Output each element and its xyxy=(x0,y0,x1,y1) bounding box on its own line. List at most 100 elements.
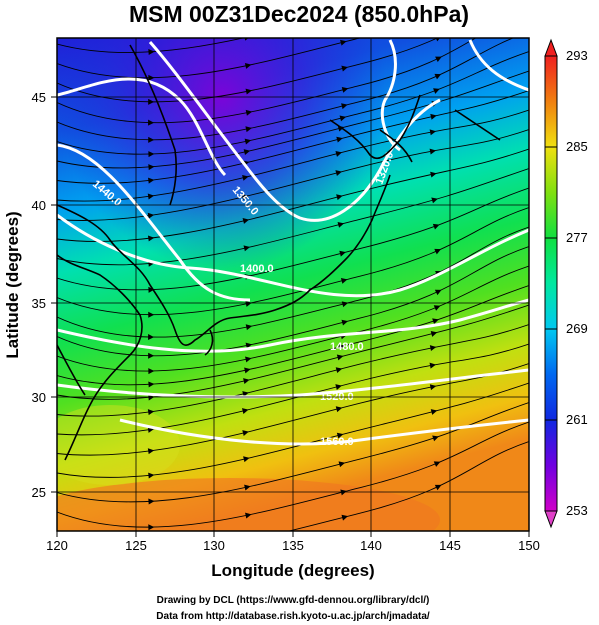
streamline xyxy=(57,324,529,417)
wind-arrow xyxy=(243,378,250,385)
wind-arrow xyxy=(434,248,442,255)
wind-arrow xyxy=(147,426,155,433)
coastline xyxy=(57,254,143,461)
wind-arrow xyxy=(148,498,155,505)
coastline xyxy=(129,44,177,206)
lat-lon-grid xyxy=(57,38,529,531)
x-tick-label: 145 xyxy=(439,538,461,553)
wind-arrow xyxy=(340,277,348,284)
wind-arrow xyxy=(147,193,155,200)
wind-arrow xyxy=(147,235,155,242)
wind-arrow xyxy=(429,129,437,136)
wind-arrow xyxy=(430,331,438,337)
wind-arrow xyxy=(246,537,253,544)
coastline xyxy=(329,94,421,160)
wind-arrow xyxy=(432,435,439,442)
wind-arrow xyxy=(148,311,155,318)
coastline xyxy=(57,344,86,396)
wind-arrow xyxy=(336,354,344,361)
coastline xyxy=(454,109,501,141)
coastline xyxy=(204,329,214,356)
streamline xyxy=(57,343,529,436)
wind-arrow xyxy=(242,174,249,181)
coastline xyxy=(57,174,391,346)
wind-arrow xyxy=(148,472,155,479)
wind-arrow xyxy=(338,344,346,351)
y-axis: 25 30 35 40 45 Latitude (degrees) xyxy=(3,90,57,500)
wind-arrow xyxy=(148,136,155,143)
x-tick-label: 150 xyxy=(518,538,540,553)
colorbar-upper-arrow xyxy=(544,38,558,57)
wind-arrow xyxy=(433,461,441,467)
colorbar-scale xyxy=(544,55,558,512)
wind-arrow xyxy=(336,136,343,143)
wind-arrow xyxy=(340,39,347,46)
wind-arrow xyxy=(429,345,437,352)
wind-arrow xyxy=(245,109,253,116)
wind-arrow xyxy=(340,489,347,496)
streamline xyxy=(57,148,529,242)
wind-arrow xyxy=(430,171,437,178)
wind-arrow xyxy=(435,56,442,63)
coastline xyxy=(379,129,413,163)
wind-arrow xyxy=(244,138,252,145)
streamline xyxy=(57,109,529,202)
wind-arrow xyxy=(148,352,155,359)
contour-line xyxy=(57,77,227,177)
wind-arrow xyxy=(339,115,347,122)
wind-arrow xyxy=(433,305,441,311)
wind-arrow xyxy=(434,289,442,296)
wind-arrow xyxy=(434,73,442,80)
chart-title: MSM 00Z31Dec2024 (850.0hPa) xyxy=(129,1,469,27)
colorbar-tick-label: 285 xyxy=(566,139,588,154)
contour-line xyxy=(148,41,441,222)
wind-arrow xyxy=(243,456,250,463)
wind-arrow xyxy=(148,119,155,126)
contour-line xyxy=(57,368,529,399)
wind-arrow xyxy=(244,484,251,491)
wind-arrow xyxy=(245,88,253,95)
credit-drawing: Drawing by DCL (https://www.gfd-dennou.o… xyxy=(157,595,430,606)
wind-arrow xyxy=(336,194,343,201)
y-tick-label: 30 xyxy=(32,390,46,405)
wind-arrow xyxy=(241,408,249,415)
wind-arrow xyxy=(338,461,346,468)
wind-arrow xyxy=(148,177,155,184)
contour-label: 1560.0 xyxy=(320,436,354,448)
colorbar-tick-label: 261 xyxy=(566,412,588,427)
streamline xyxy=(57,90,529,184)
wind-arrow xyxy=(430,113,437,120)
wind-arrow xyxy=(148,381,155,388)
wind-arrow xyxy=(245,356,252,363)
wind-arrow xyxy=(148,151,155,158)
y-tick-label: 35 xyxy=(32,296,46,311)
wind-arrow xyxy=(341,103,348,110)
wind-arrow xyxy=(148,334,155,341)
wind-arrow xyxy=(341,65,348,72)
wind-arrow xyxy=(148,164,155,171)
wind-arrow xyxy=(430,409,438,415)
wind-arrow xyxy=(429,384,437,391)
wind-arrow xyxy=(335,406,343,413)
colorbar-tick-label: 277 xyxy=(566,230,588,245)
wind-arrow xyxy=(243,245,251,252)
wind-arrow xyxy=(148,74,155,81)
streamline xyxy=(57,129,529,221)
contour-line xyxy=(468,39,529,92)
colorbar-tick-label: 253 xyxy=(566,503,588,518)
wind-streamlines xyxy=(57,38,529,544)
wind-arrow xyxy=(335,170,342,176)
wind-arrow xyxy=(429,148,437,155)
wind-arrow xyxy=(434,484,442,491)
wind-arrow xyxy=(148,98,155,105)
wind-arrow xyxy=(147,409,155,416)
wind-arrow xyxy=(245,324,253,331)
streamline xyxy=(57,363,529,456)
x-tick-label: 125 xyxy=(125,538,147,553)
wind-arrow xyxy=(147,212,155,219)
wind-arrow xyxy=(335,384,342,390)
contour-line xyxy=(57,298,529,353)
x-axis: 120 125 130 135 140 145 150 Longitude (d… xyxy=(46,531,540,580)
y-tick-label: 45 xyxy=(32,90,46,105)
